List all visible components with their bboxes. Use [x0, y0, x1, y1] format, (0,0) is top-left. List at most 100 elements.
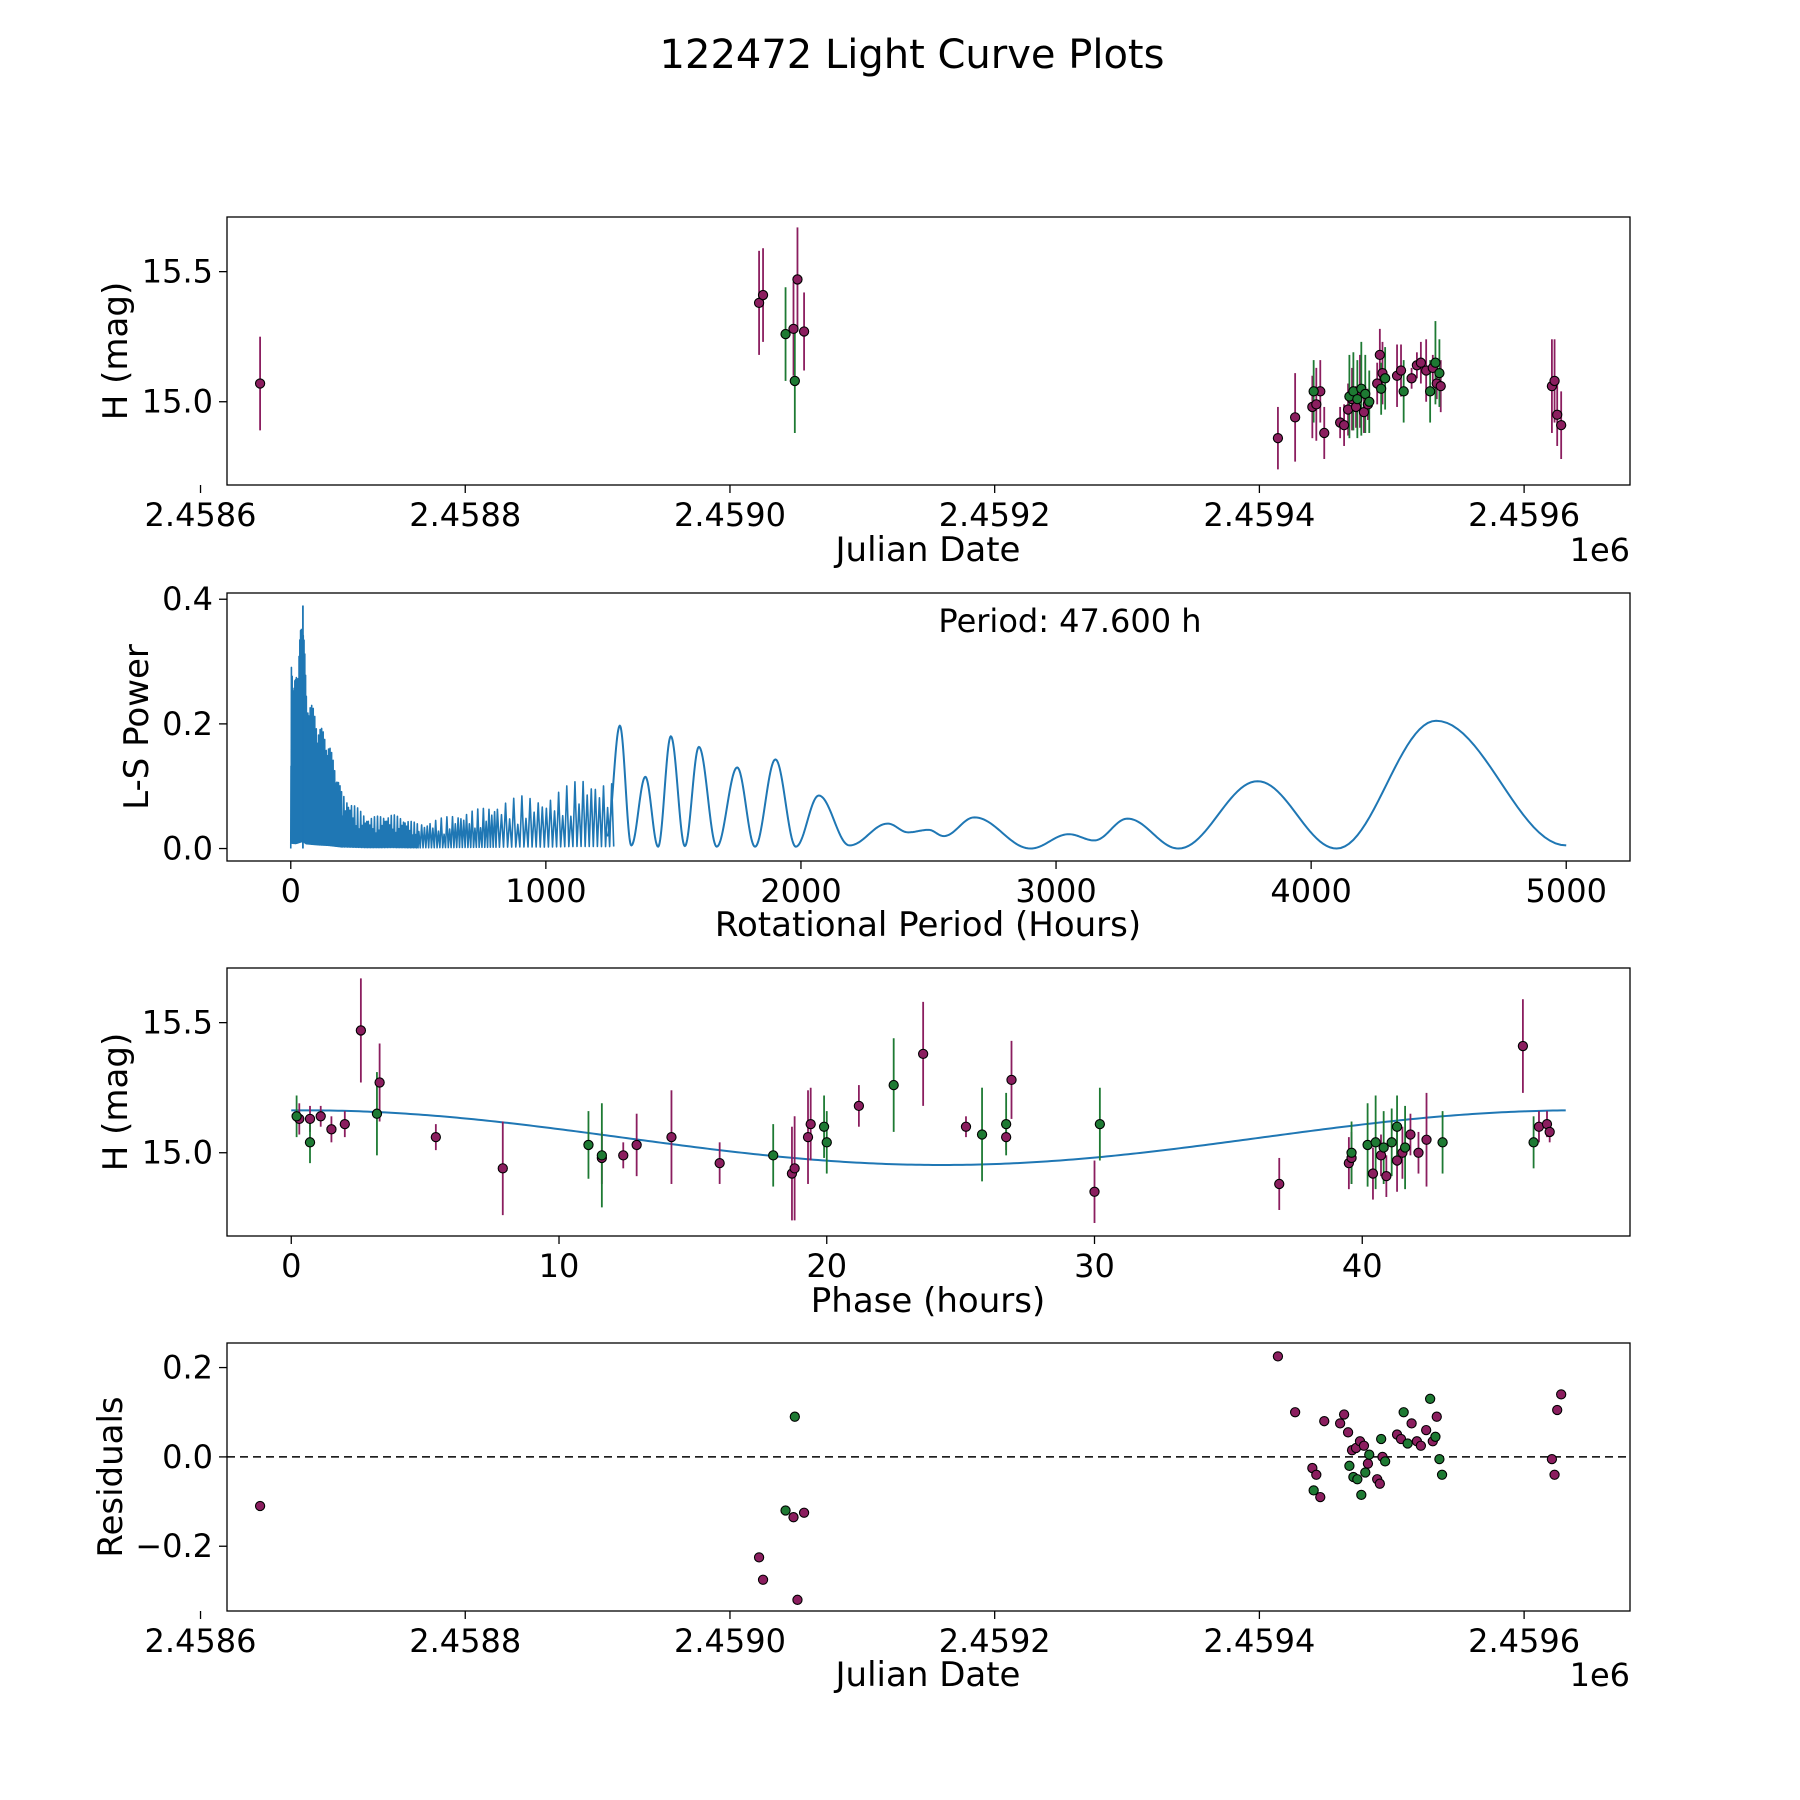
- y-tick-label: −0.2: [135, 1527, 213, 1565]
- lightcurve-x-offset: 1e6: [1570, 531, 1630, 569]
- data-point-r: [1413, 1147, 1424, 1158]
- data-point-r: [798, 326, 810, 337]
- data-point-g: [1308, 386, 1319, 397]
- x-tick-label: 1000: [505, 872, 586, 910]
- data-point-g: [1000, 1118, 1012, 1130]
- data-point-r: [1089, 1186, 1100, 1197]
- data-point-r: [1517, 1040, 1529, 1052]
- data-point-r: [1374, 349, 1385, 361]
- data-point-r: [1338, 420, 1350, 431]
- data-point-g: [1352, 393, 1363, 405]
- data-point-r: [355, 1025, 367, 1036]
- data-point-r: [714, 1157, 725, 1169]
- data-point-r: [1549, 1469, 1560, 1480]
- x-tick-label: 2.4590: [674, 1622, 786, 1660]
- data-point-g: [1379, 1456, 1391, 1467]
- data-point-r: [1395, 365, 1407, 376]
- x-tick-label: 2.4586: [145, 1622, 257, 1660]
- data-point-r: [1334, 1418, 1346, 1429]
- data-point-g: [1436, 1469, 1448, 1480]
- x-tick-label: 2.4590: [674, 496, 786, 534]
- data-point-g: [1430, 357, 1441, 368]
- data-point-g: [1402, 1438, 1413, 1449]
- data-point-r: [304, 1113, 316, 1125]
- period-annotation: Period: 47.600 h: [938, 602, 1201, 640]
- x-tick-label: 3000: [1015, 872, 1096, 910]
- lightcurve-ylabel: H (mag): [96, 282, 136, 420]
- data-point-r: [1421, 1424, 1432, 1436]
- x-tick-label: 4000: [1270, 872, 1351, 910]
- data-point-g: [780, 328, 791, 340]
- data-point-r: [254, 378, 266, 389]
- data-point-g: [1398, 386, 1409, 397]
- data-point-g: [780, 1505, 791, 1516]
- data-point-g: [1364, 396, 1375, 407]
- x-tick-label: 2.4592: [939, 1622, 1051, 1660]
- periodogram-xlabel: Rotational Period (Hours): [715, 905, 1141, 945]
- y-tick-label: 15.0: [142, 383, 213, 421]
- data-point-r: [1358, 1440, 1370, 1451]
- data-point-r: [254, 1500, 266, 1512]
- data-point-r: [788, 323, 799, 335]
- data-point-r: [631, 1139, 642, 1151]
- phased-xlabel: Phase (hours): [811, 1281, 1045, 1321]
- data-point-g: [818, 1121, 830, 1132]
- data-point-g: [291, 1111, 302, 1122]
- data-point-g: [1424, 386, 1436, 397]
- data-point-r: [1549, 375, 1560, 387]
- x-tick-label: 30: [1074, 1247, 1115, 1285]
- x-tick-label: 2.4588: [409, 1622, 521, 1660]
- data-point-g: [1437, 1137, 1448, 1148]
- data-point-r: [1289, 412, 1301, 423]
- data-point-g: [768, 1150, 779, 1161]
- data-point-r: [853, 1100, 865, 1112]
- data-point-r: [374, 1077, 385, 1088]
- residuals-x-offset: 1e6: [1570, 1656, 1630, 1694]
- data-point-r: [1421, 1134, 1432, 1145]
- data-point-r: [757, 1574, 769, 1585]
- data-point-r: [1272, 1351, 1284, 1362]
- y-tick-label: 15.0: [142, 1134, 213, 1172]
- x-tick-label: 20: [806, 1247, 847, 1285]
- residuals-axes-frame: [226, 1342, 1631, 1612]
- data-point-r: [430, 1131, 441, 1143]
- data-point-r: [315, 1111, 326, 1122]
- data-point-g: [1399, 1142, 1411, 1153]
- data-point-r: [1546, 1453, 1558, 1465]
- y-tick-label: 0.2: [162, 1349, 213, 1387]
- data-point-g: [1379, 373, 1391, 384]
- periodogram-smooth-region: [606, 719, 1567, 850]
- data-point-r: [326, 1124, 337, 1135]
- data-point-r: [1367, 1168, 1379, 1179]
- data-point-r: [792, 274, 803, 285]
- data-point-r: [1274, 1178, 1285, 1190]
- periodogram-ylabel: L-S Power: [117, 644, 157, 810]
- data-point-g: [1378, 1142, 1389, 1153]
- data-point-g: [596, 1150, 607, 1161]
- data-point-g: [1386, 1137, 1397, 1148]
- data-point-g: [789, 375, 800, 387]
- data-point-r: [1391, 1155, 1403, 1166]
- data-point-r: [1415, 357, 1427, 368]
- data-point-r: [1319, 427, 1330, 439]
- data-point-r: [1552, 1404, 1563, 1416]
- data-point-g: [1376, 1433, 1387, 1445]
- data-point-g: [1346, 1147, 1357, 1158]
- data-point-r: [1556, 1389, 1567, 1400]
- lightcurve-panel: 2.4586 2.4588 2.4590 2.4592 2.4594 2.4596 15.0…: [96, 216, 1631, 570]
- data-point-r: [497, 1163, 508, 1174]
- data-point-r: [1315, 1491, 1326, 1503]
- data-point-r: [788, 1512, 799, 1523]
- x-tick-label: 5000: [1526, 872, 1607, 910]
- data-point-g: [1364, 1449, 1375, 1460]
- x-tick-label: 0: [281, 872, 301, 910]
- phased-axes-frame: [226, 967, 1631, 1237]
- x-tick-label: 2.4586: [145, 496, 257, 534]
- y-tick-label: 0.2: [162, 705, 213, 743]
- lightcurve-xlabel: Julian Date: [834, 530, 1021, 570]
- figure-title: 122472 Light Curve Plots: [660, 32, 1165, 78]
- periodogram-panel: 0 1000 2000 3000 4000 5000 0.0 0.2 0.4 Period: 4…: [117, 580, 1631, 945]
- data-point-g: [1528, 1137, 1539, 1148]
- data-point-r: [1556, 420, 1567, 431]
- x-tick-label: 2.4592: [939, 496, 1051, 534]
